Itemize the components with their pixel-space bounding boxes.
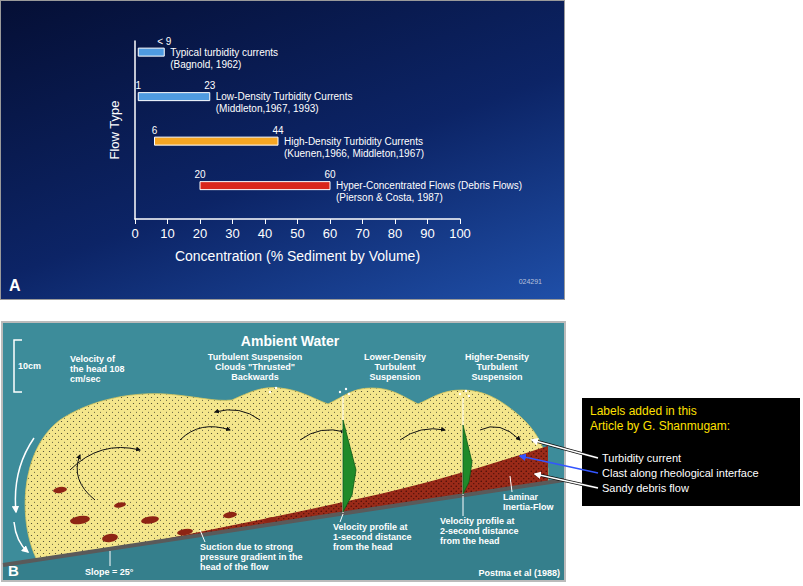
- svg-text:100: 100: [449, 226, 471, 241]
- svg-text:Lower-DensityTurbulentSuspensi: Lower-DensityTurbulentSuspension: [364, 352, 426, 382]
- svg-text:Ambient Water: Ambient Water: [241, 333, 340, 349]
- svg-text:60: 60: [323, 226, 337, 241]
- svg-text:Typical turbidity currents: Typical turbidity currents: [170, 47, 278, 58]
- svg-text:10cm: 10cm: [18, 361, 41, 371]
- svg-text:LaminarInertia-Flow: LaminarInertia-Flow: [503, 492, 555, 512]
- svg-text:80: 80: [388, 226, 402, 241]
- svg-text:1: 1: [135, 80, 141, 91]
- svg-text:Velocity ofthe head 108cm/sec: Velocity ofthe head 108cm/sec: [70, 354, 125, 384]
- svg-text:6: 6: [152, 125, 158, 136]
- svg-text:Slope = 25°: Slope = 25°: [85, 567, 134, 577]
- svg-text:Suction due to strongpressure: Suction due to strongpressure gradient i…: [200, 542, 303, 572]
- svg-text:Concentration (% Sediment by V: Concentration (% Sediment by Volume): [175, 248, 420, 264]
- svg-text:70: 70: [355, 226, 369, 241]
- svg-text:Labels added in thisArticle by: Labels added in thisArticle by G. Shanmu…: [590, 404, 730, 433]
- svg-text:Flow Type: Flow Type: [107, 100, 122, 159]
- svg-text:90: 90: [420, 226, 434, 241]
- svg-text:High-Density Turbidity Current: High-Density Turbidity Currents: [284, 136, 423, 147]
- svg-text:30: 30: [225, 226, 239, 241]
- svg-text:Higher-DensityTurbulentSuspens: Higher-DensityTurbulentSuspension: [465, 352, 529, 382]
- svg-text:20: 20: [194, 169, 206, 180]
- svg-text:Sandy debris flow: Sandy debris flow: [602, 482, 689, 494]
- svg-text:(Bagnold, 1962): (Bagnold, 1962): [170, 59, 241, 70]
- svg-text:(Kuenen,1966, Middleton,1967): (Kuenen,1966, Middleton,1967): [284, 148, 424, 159]
- svg-text:60: 60: [324, 169, 336, 180]
- svg-text:024291: 024291: [519, 278, 542, 285]
- svg-text:B: B: [8, 562, 19, 579]
- svg-text:(Pierson & Costa, 1987): (Pierson & Costa, 1987): [336, 192, 443, 203]
- svg-text:Turbulent SuspensionClouds "Th: Turbulent SuspensionClouds "Thrusted"Bac…: [208, 352, 302, 382]
- svg-text:0: 0: [131, 226, 138, 241]
- svg-text:< 9: < 9: [157, 36, 172, 47]
- svg-text:(Middleton,1967, 1993): (Middleton,1967, 1993): [216, 103, 319, 114]
- svg-text:Turbidity current: Turbidity current: [602, 452, 681, 464]
- svg-text:Clast along rheological interf: Clast along rheological interface: [602, 467, 759, 479]
- svg-text:Low-Density Turbidity Currents: Low-Density Turbidity Currents: [216, 91, 353, 102]
- svg-text:44: 44: [272, 125, 284, 136]
- svg-text:50: 50: [290, 226, 304, 241]
- svg-text:40: 40: [258, 226, 272, 241]
- svg-text:Hyper-Concentrated Flows (Debr: Hyper-Concentrated Flows (Debris Flows): [336, 180, 522, 191]
- svg-text:10: 10: [160, 226, 174, 241]
- svg-text:23: 23: [204, 80, 216, 91]
- svg-text:Postma et al (1988): Postma et al (1988): [478, 568, 560, 578]
- svg-text:A: A: [9, 277, 21, 294]
- svg-text:Velocity profile at1-second di: Velocity profile at1-second distancefrom…: [333, 522, 412, 552]
- svg-text:20: 20: [193, 226, 207, 241]
- svg-text:Velocity profile at2-second di: Velocity profile at2-second distancefrom…: [440, 516, 519, 546]
